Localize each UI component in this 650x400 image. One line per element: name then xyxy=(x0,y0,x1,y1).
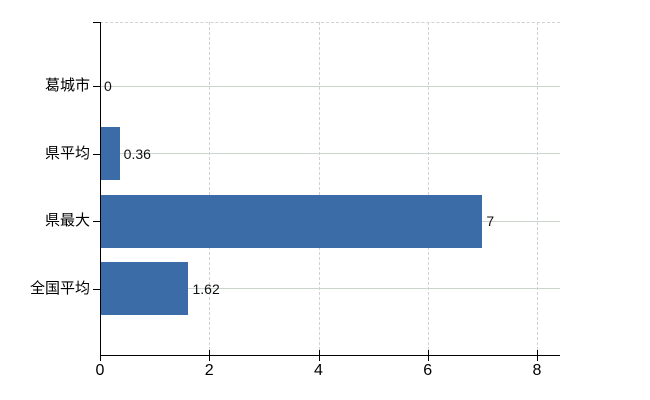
y-axis-tick xyxy=(93,153,100,155)
gridline-vertical xyxy=(318,22,320,355)
gridline-vertical xyxy=(427,22,429,355)
x-tick-label: 0 xyxy=(95,362,105,379)
bar xyxy=(100,194,483,248)
value-label: 1.62 xyxy=(192,280,220,297)
gridline-vertical xyxy=(537,22,538,355)
bar xyxy=(100,262,189,315)
y-axis-line xyxy=(100,22,101,355)
x-axis-line xyxy=(100,355,560,356)
y-axis-tick xyxy=(93,22,100,23)
y-axis-tick xyxy=(93,221,100,222)
y-axis-tick xyxy=(93,288,100,290)
value-label: 7 xyxy=(486,213,495,229)
x-tick-label: 6 xyxy=(423,362,433,379)
x-axis-tick xyxy=(209,350,211,361)
x-tick-label: 2 xyxy=(204,362,214,379)
x-tick-label: 8 xyxy=(532,362,542,379)
x-axis-tick xyxy=(427,350,429,361)
x-axis-tick xyxy=(100,350,101,361)
category-label: 県最大 xyxy=(44,212,90,229)
category-label: 全国平均 xyxy=(29,279,90,297)
plot-top-border xyxy=(100,22,560,23)
value-label: 0 xyxy=(104,78,112,94)
gridline-vertical xyxy=(209,22,211,355)
gridline-horizontal xyxy=(100,85,560,87)
y-axis-tick xyxy=(93,86,100,87)
category-label: 葛城市 xyxy=(44,77,90,94)
category-label: 県平均 xyxy=(44,144,90,162)
gridline-horizontal xyxy=(100,288,560,289)
x-tick-label: 4 xyxy=(314,362,323,379)
x-axis-tick xyxy=(318,350,320,361)
gridline-horizontal xyxy=(100,153,560,154)
bar xyxy=(100,127,120,180)
x-axis-tick xyxy=(537,350,538,361)
value-label: 0.36 xyxy=(123,145,151,162)
